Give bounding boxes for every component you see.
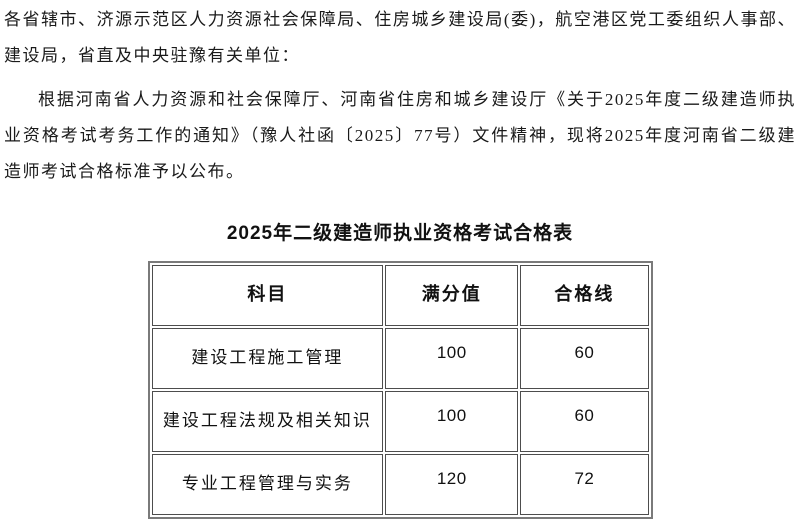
notice-document: 各省辖市、济源示范区人力资源社会保障局、住房城乡建设局(委)，航空港区党工委组织… bbox=[4, 2, 796, 519]
table-row: 建设工程施工管理 100 60 bbox=[151, 328, 649, 389]
passing-line-cell: 60 bbox=[520, 391, 649, 452]
header-passing-line: 合格线 bbox=[520, 265, 649, 326]
full-score-cell: 100 bbox=[385, 328, 519, 389]
passing-line-cell: 72 bbox=[520, 454, 649, 515]
salutation-paragraph: 各省辖市、济源示范区人力资源社会保障局、住房城乡建设局(委)，航空港区党工委组织… bbox=[4, 10, 796, 65]
table-row: 建设工程法规及相关知识 100 60 bbox=[151, 391, 649, 452]
full-score-cell: 100 bbox=[385, 391, 519, 452]
header-subject: 科目 bbox=[151, 265, 384, 326]
table-header-row: 科目 满分值 合格线 bbox=[151, 265, 649, 326]
full-score-cell: 120 bbox=[385, 454, 519, 515]
exam-score-table: 科目 满分值 合格线 建设工程施工管理 100 60 建设工程法规及相关知识 1… bbox=[147, 261, 653, 519]
notice-body-paragraph: 根据河南省人力资源和社会保障厅、河南省住房和城乡建设厅《关于2025年度二级建造… bbox=[4, 90, 796, 181]
subject-cell: 建设工程施工管理 bbox=[151, 328, 384, 389]
header-full-score: 满分值 bbox=[385, 265, 519, 326]
subject-cell: 专业工程管理与实务 bbox=[151, 454, 384, 515]
table-row: 专业工程管理与实务 120 72 bbox=[151, 454, 649, 515]
table-title: 2025年二级建造师执业资格考试合格表 bbox=[226, 223, 574, 244]
subject-cell: 建设工程法规及相关知识 bbox=[151, 391, 384, 452]
passing-line-cell: 60 bbox=[520, 328, 649, 389]
